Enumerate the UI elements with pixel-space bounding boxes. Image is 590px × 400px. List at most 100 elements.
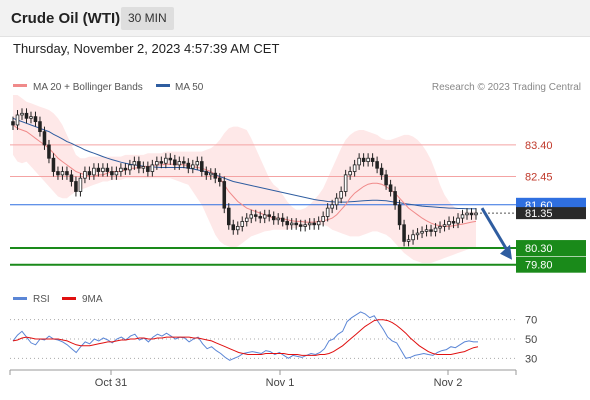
candle-body [442,224,447,227]
research-credit: Research © 2023 Trading Central [432,82,581,93]
candle-body [429,229,433,232]
legend-swatch-rsi [13,297,27,300]
candle-body [38,121,42,133]
candle-body [325,207,330,217]
candle-body [370,157,375,162]
candle-body [56,171,60,176]
candle-body [321,216,325,222]
candle-body [294,222,298,226]
rsi-tick-label: 50 [525,334,537,346]
candle-body [33,116,38,123]
x-axis-ticks: Oct 31 Nov 1 Nov 2 [95,370,462,389]
candle-body [164,157,168,164]
candle-body [173,159,177,166]
timeframe-button[interactable]: 30 MIN [121,7,174,30]
candle-body [42,131,47,146]
timestamp: Thursday, November 2, 2023 4:57:39 AM CE… [13,41,280,56]
candle-body [249,214,254,219]
legend-label-ma20: MA 20 + Bollinger Bands [33,82,143,93]
candle-body [209,172,213,176]
rsi-tick-label: 70 [525,315,537,327]
candle-body [316,221,321,226]
candle-body [447,221,451,226]
candle-body [231,224,236,231]
x-tick-label: Nov 1 [266,377,295,389]
candle-body [456,217,460,224]
candle-body [222,181,227,209]
candle-body [146,166,150,172]
candle-body [78,177,83,192]
candle-body [15,114,20,126]
support-label: 80.30 [525,243,553,255]
rsi-line [12,311,478,361]
candle-body [366,157,370,162]
candle-body [244,217,249,222]
candle-body [348,171,352,176]
candle-body [217,177,222,182]
candle-body [339,191,343,199]
candle-body [191,164,195,169]
candle-body [204,171,209,176]
candle-body [388,184,393,192]
x-tick-label: Oct 31 [95,377,127,389]
candle-body [150,164,155,172]
candle-body [384,174,388,186]
candle-body [159,161,164,164]
candle-body [402,224,406,242]
candle-body [141,166,146,169]
candle-body [312,222,316,226]
candle-body [24,112,29,119]
support-label: 79.80 [525,260,553,272]
candle-body [303,224,307,227]
candle-body [307,222,312,226]
rsi-ma-line [12,319,479,356]
candle-body [101,167,105,172]
candle-body [451,221,456,224]
candle-body [119,167,123,172]
ma20-line [12,124,477,227]
support-label-box [516,256,586,273]
legend-swatch-rsi-ma [62,297,76,300]
support-label-box [516,240,586,257]
forecast-arrow-shaft [480,207,510,253]
candle-body [420,231,424,234]
ma50-line [12,117,476,210]
candle-body [65,171,69,176]
candle-body [235,226,240,231]
candle-body [114,171,119,176]
candle-body [474,212,478,216]
bollinger-band [13,95,476,263]
forecast-arrow-head [500,244,512,260]
candle-body [83,171,87,179]
chart-header: Crude Oil (WTI) 30 MIN [0,0,590,37]
candle-body [137,161,141,169]
candle-body [285,221,289,226]
candle-body [51,157,56,172]
candle-body [465,212,469,216]
candle-body [60,171,65,176]
candle-body [200,161,204,172]
candle-body [406,239,411,242]
candle-body [240,221,245,227]
candle-body [195,161,200,166]
candle-body [460,214,465,219]
candle-body [69,174,74,182]
legend-label-ma50: MA 50 [175,82,204,93]
candle-body [20,112,24,116]
candle-body [298,224,303,227]
candle-body [267,214,272,217]
candle-body [177,161,182,166]
legend-swatch-ma20 [13,84,27,87]
candle-body [105,167,110,172]
candle-body [397,204,402,226]
candle-body [213,172,218,179]
candle-body [128,164,132,171]
candle-body [262,214,267,219]
legend-swatch-ma50 [156,84,170,87]
candle-body [393,191,397,206]
candle-body [379,167,384,176]
candle-body [253,214,258,217]
candle-body [226,207,231,226]
